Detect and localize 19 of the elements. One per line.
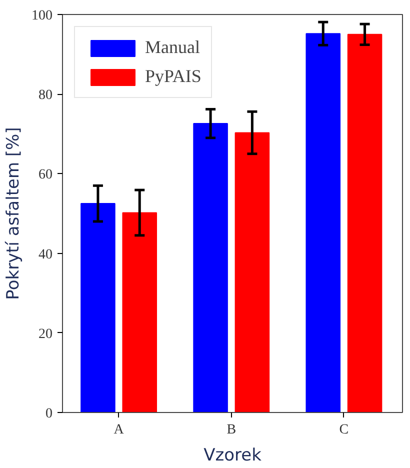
y-tick-label: 20	[38, 326, 52, 342]
bar	[306, 33, 341, 412]
bar	[122, 212, 158, 412]
bar	[347, 34, 382, 412]
legend-label: PyPAIS	[145, 66, 202, 87]
x-tick-label: C	[339, 422, 349, 438]
y-tick-label: 60	[38, 168, 52, 183]
y-tick-label: 0	[46, 406, 52, 422]
x-tick-label: B	[226, 422, 236, 438]
y-tick-label: 100	[32, 8, 52, 24]
y-tick-label: 40	[38, 247, 52, 262]
bar	[80, 203, 116, 412]
bar	[193, 123, 228, 412]
x-tick-label: A	[114, 422, 125, 438]
y-axis-title: Pokrytí asfaltem [%]	[4, 127, 24, 300]
bar	[234, 132, 270, 412]
x-axis-title: Vzorek	[204, 446, 262, 466]
y-tick-label: 80	[38, 88, 52, 104]
legend-label: Manual	[145, 37, 200, 58]
